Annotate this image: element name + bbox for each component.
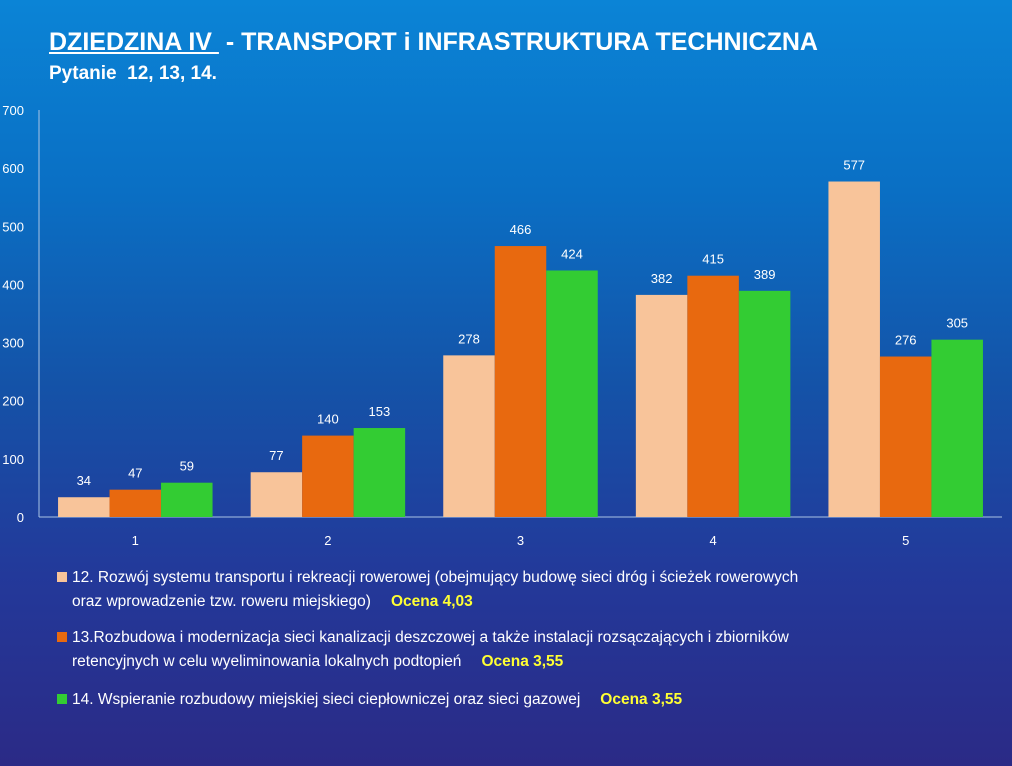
bar bbox=[250, 472, 303, 517]
x-tick-label: 4 bbox=[709, 533, 716, 548]
bar bbox=[931, 339, 983, 517]
title-topic: - TRANSPORT i INFRASTRUKTURA TECHNICZNA bbox=[218, 28, 818, 56]
data-label: 276 bbox=[895, 333, 917, 348]
bar bbox=[828, 181, 880, 517]
y-tick-label: 200 bbox=[2, 394, 24, 409]
bar bbox=[879, 356, 932, 517]
data-label: 415 bbox=[702, 252, 724, 267]
legend-item-14: 14. Wspieranie rozbudowy miejskiej sieci… bbox=[57, 688, 992, 712]
data-label: 305 bbox=[946, 316, 968, 331]
bar bbox=[687, 275, 739, 517]
legend-item-13: 13.Rozbudowa i modernizacja sieci kanali… bbox=[57, 626, 992, 674]
bar bbox=[58, 497, 110, 517]
legend-score: Ocena 3,55 bbox=[481, 653, 564, 670]
x-tick-label: 2 bbox=[324, 533, 331, 548]
x-tick-label: 3 bbox=[517, 533, 524, 548]
legend-swatch-13 bbox=[57, 632, 67, 642]
data-label: 153 bbox=[369, 404, 391, 419]
legend-item-12: 12. Rozwój systemu transportu i rekreacj… bbox=[57, 566, 992, 614]
slide-subtitle: Pytanie 12, 13, 14. bbox=[49, 63, 217, 84]
data-label: 382 bbox=[651, 271, 673, 286]
bar bbox=[738, 290, 791, 517]
bar bbox=[353, 428, 406, 517]
legend-text: oraz wprowadzenie tzw. roweru miejskiego… bbox=[72, 593, 371, 610]
legend-text: 12. Rozwój systemu transportu i rekreacj… bbox=[72, 569, 799, 586]
data-label: 278 bbox=[458, 331, 480, 346]
bar-chart: 0 100 200 300 400 500 600 700 1 34 47 59 2 77 140 153 3 2… bbox=[2, 103, 1002, 548]
data-label: 140 bbox=[317, 412, 339, 427]
bar bbox=[161, 482, 213, 517]
y-tick-label: 600 bbox=[2, 161, 24, 176]
y-tick-label: 0 bbox=[17, 510, 24, 525]
legend-score: Ocena 3,55 bbox=[600, 691, 683, 708]
data-label: 389 bbox=[754, 267, 776, 282]
legend-swatch-12 bbox=[57, 572, 67, 582]
data-label: 34 bbox=[77, 473, 91, 488]
bar bbox=[109, 489, 162, 517]
legend-swatch-14 bbox=[57, 694, 67, 704]
legend-text: 13.Rozbudowa i modernizacja sieci kanali… bbox=[72, 629, 789, 646]
y-tick-label: 500 bbox=[2, 219, 24, 234]
bar bbox=[443, 355, 495, 517]
bar bbox=[635, 294, 688, 517]
y-tick-label: 700 bbox=[2, 103, 24, 118]
y-tick-label: 300 bbox=[2, 336, 24, 351]
title-domain: DZIEDZINA IV bbox=[49, 28, 219, 56]
y-tick-label: 400 bbox=[2, 277, 24, 292]
x-tick-label: 1 bbox=[132, 533, 139, 548]
data-label: 59 bbox=[180, 459, 194, 474]
data-label: 577 bbox=[843, 158, 865, 173]
x-tick-label: 5 bbox=[902, 533, 909, 548]
bar bbox=[494, 246, 547, 517]
data-label: 77 bbox=[269, 448, 283, 463]
data-label: 47 bbox=[128, 466, 142, 481]
y-tick-label: 100 bbox=[2, 452, 24, 467]
bar bbox=[302, 435, 354, 517]
slide-title: DZIEDZINA IV - TRANSPORT i INFRASTRUKTUR… bbox=[49, 28, 818, 57]
bar bbox=[546, 270, 598, 517]
legend-text: 14. Wspieranie rozbudowy miejskiej sieci… bbox=[72, 691, 581, 708]
data-label: 424 bbox=[561, 246, 583, 261]
data-label: 466 bbox=[510, 222, 532, 237]
legend-text: retencyjnych w celu wyeliminowania lokal… bbox=[72, 653, 462, 670]
legend-score: Ocena 4,03 bbox=[390, 593, 473, 610]
